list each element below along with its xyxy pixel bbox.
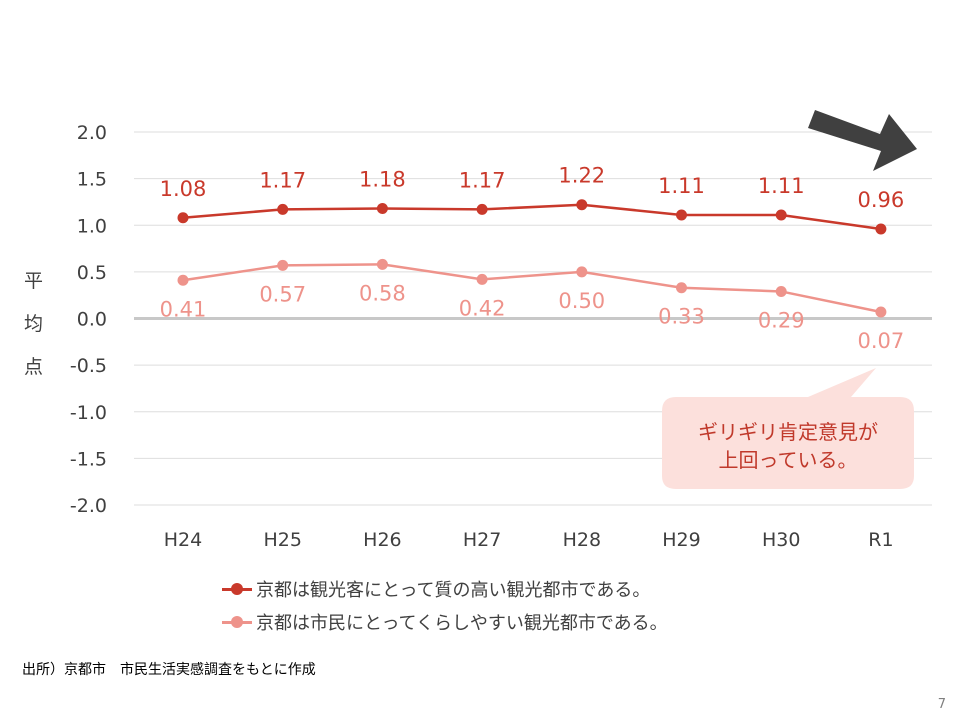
callout-box [662, 368, 914, 489]
data-label: 0.41 [160, 297, 207, 321]
series-line-2 [182, 263, 882, 314]
y-tick-label: 1.5 [77, 169, 107, 191]
source-note: 出所）京都市 市民生活実感調査をもとに作成 [22, 662, 316, 678]
legend-item-1: 京都は観光客にとって質の高い観光都市である。 [222, 576, 650, 602]
x-tick-label: H26 [363, 529, 401, 551]
data-label: 1.11 [658, 174, 705, 198]
y-tick-label: -1.5 [70, 448, 107, 470]
data-point [476, 273, 488, 285]
x-tick-label: H27 [463, 529, 501, 551]
x-tick-label: H28 [563, 529, 601, 551]
x-tick-label: H30 [762, 529, 800, 551]
legend-label-1: 京都は観光客にとって質の高い観光都市である。 [256, 580, 651, 601]
y-axis-label-char-2: 均 [24, 313, 44, 335]
legend-label-2: 京都は市民にとってくらしやすい観光都市である。 [256, 613, 668, 634]
legend-marker-2 [222, 616, 252, 628]
data-label: 0.96 [858, 188, 905, 212]
y-tick-label: 0.5 [77, 262, 107, 284]
data-point [476, 203, 488, 215]
data-label: 0.50 [558, 289, 605, 313]
page-number: 7 [937, 697, 946, 712]
x-tick-label: R1 [868, 529, 893, 551]
data-label: 1.08 [160, 177, 207, 201]
x-tick-label: H25 [263, 529, 301, 551]
data-label: 1.18 [359, 167, 406, 191]
data-point [376, 202, 388, 214]
data-label: 1.11 [758, 174, 805, 198]
y-tick-label: -2.0 [70, 495, 107, 517]
y-tick-label: -0.5 [70, 355, 107, 377]
data-label: 0.57 [259, 282, 306, 306]
series-lines [177, 199, 887, 318]
data-label: 1.17 [259, 168, 306, 192]
data-point [676, 209, 687, 221]
y-axis-label-char-1: 平 [24, 270, 44, 292]
data-label: 0.33 [658, 305, 705, 329]
axis-ticks: 2.0 1.5 1.0 0.5 0.0 -0.5 -1.0 -1.5 -2.0 H24 H25 H26… [70, 122, 894, 551]
data-point [775, 285, 787, 297]
data-label: 0.29 [758, 308, 805, 332]
data-label: 0.42 [459, 296, 506, 320]
data-point [576, 199, 588, 211]
data-point [875, 223, 887, 235]
data-point [277, 203, 289, 215]
gridlines [134, 131, 932, 506]
x-tick-label: H24 [164, 529, 202, 551]
data-point [277, 259, 289, 271]
callout-text: ギリギリ肯定意見が 上回っている。 [662, 403, 914, 489]
x-tick-label: H29 [662, 529, 700, 551]
data-label: 0.58 [359, 281, 406, 305]
y-tick-label: 2.0 [77, 122, 107, 144]
data-label: 1.17 [459, 168, 506, 192]
data-point [177, 274, 189, 286]
y-tick-label: 0.0 [77, 309, 107, 331]
callout-line-1: ギリギリ肯定意見が [698, 420, 878, 444]
data-point [576, 266, 588, 278]
callout-line-2: 上回っている。 [718, 448, 858, 472]
data-labels: 1.08 1.17 1.18 1.17 1.22 1.11 1.11 0.96 0.41 0.57… [160, 164, 905, 353]
data-point [775, 209, 787, 221]
decorations [662, 110, 917, 489]
y-tick-label: -1.0 [70, 402, 107, 424]
y-axis-label-char-3: 点 [24, 356, 44, 378]
data-point [676, 282, 687, 294]
legend-item-2: 京都は市民にとってくらしやすい観光都市である。 [222, 609, 668, 635]
y-tick-label: 1.0 [77, 215, 107, 237]
data-point [875, 306, 887, 318]
legend-marker-1 [222, 583, 252, 595]
data-point [376, 258, 388, 270]
data-point [177, 212, 189, 224]
series-line-1 [182, 203, 882, 231]
data-label: 0.07 [858, 329, 905, 353]
data-label: 1.22 [558, 164, 605, 188]
trend-arrow-icon [808, 110, 917, 171]
